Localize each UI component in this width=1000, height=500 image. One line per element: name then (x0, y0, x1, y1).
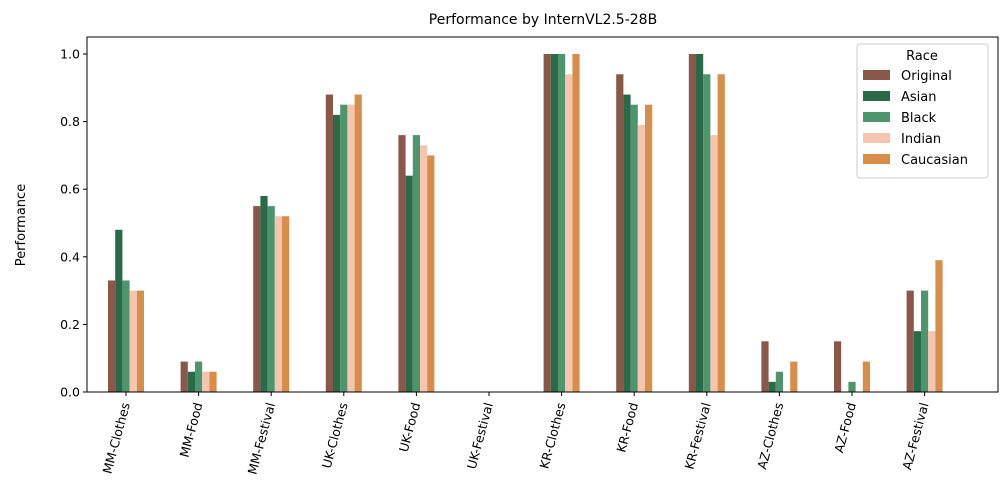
bar-asian-uk-food (405, 175, 413, 392)
y-axis-label: Performance (14, 184, 29, 266)
bar-original-az-festival (906, 290, 914, 392)
bar-caucasian-kr-festival (717, 74, 725, 392)
bar-caucasian-az-festival (935, 260, 943, 392)
x-tick-label: MM-Clothes (100, 401, 133, 475)
bar-asian-az-clothes (768, 381, 776, 392)
bar-black-uk-clothes (340, 104, 348, 392)
x-tick-label: KR-Festival (681, 401, 713, 471)
x-tick-label: MM-Festival (245, 401, 279, 476)
y-tick-label: 0.8 (60, 114, 80, 129)
bar-original-kr-food (616, 74, 624, 392)
bar-original-mm-food (180, 361, 188, 392)
y-tick-label: 1.0 (60, 47, 80, 62)
bar-indian-mm-festival (274, 216, 282, 392)
legend: Race Original Asian Black Indian Caucasian (856, 43, 989, 179)
legend-label-asian: Asian (901, 90, 936, 105)
bar-black-uk-food (412, 135, 420, 392)
bar-caucasian-uk-clothes (354, 94, 362, 392)
bar-indian-uk-clothes (347, 104, 355, 392)
y-tick-label: 0.0 (60, 385, 80, 400)
bar-original-az-clothes (761, 341, 769, 392)
bar-caucasian-kr-clothes (572, 54, 580, 392)
plot-frame (86, 36, 999, 393)
x-tick-label: UK-Clothes (319, 401, 351, 470)
bar-asian-kr-clothes (550, 54, 558, 392)
legend-title: Race (906, 49, 938, 64)
x-tick-label: KR-Food (613, 401, 641, 454)
bar-original-uk-food (398, 135, 406, 392)
bar-asian-mm-food (187, 371, 195, 392)
x-tick-label: KR-Clothes (536, 401, 568, 470)
y-tick-label: 0.6 (60, 182, 80, 197)
bar-caucasian-kr-food (645, 104, 653, 392)
legend-swatch-caucasian (863, 154, 890, 164)
legend-swatch-asian (863, 91, 890, 101)
y-axis: 0.0 0.2 0.4 0.6 0.8 1.0 (60, 47, 87, 400)
bar-asian-mm-festival (260, 195, 268, 392)
bar-asian-kr-food (623, 94, 631, 392)
bar-asian-uk-clothes (333, 114, 341, 392)
bar-black-az-food (848, 381, 856, 392)
bar-black-mm-festival (267, 206, 275, 392)
bar-original-mm-clothes (108, 280, 116, 392)
bar-indian-kr-festival (710, 135, 718, 392)
bar-original-az-food (834, 341, 842, 392)
legend-label-indian: Indian (901, 132, 941, 147)
bar-black-kr-food (630, 104, 638, 392)
x-tick-label: AZ-Festival (899, 401, 931, 472)
x-tick-label: AZ-Clothes (754, 401, 786, 471)
x-tick-label: UK-Food (396, 401, 424, 454)
legend-swatch-indian (863, 133, 890, 143)
x-axis: MM-Clothes MM-Food MM-Festival UK-Clothes UK… (100, 392, 931, 476)
chart-title: Performance by InternVL2.5-28B (429, 12, 657, 28)
bar-original-uk-clothes (325, 94, 333, 392)
bar-black-mm-clothes (122, 280, 130, 392)
bar-indian-kr-food (637, 124, 645, 392)
bar-original-kr-clothes (543, 54, 551, 392)
bar-black-kr-festival (703, 74, 711, 392)
bar-indian-mm-clothes (129, 290, 137, 392)
bar-indian-kr-clothes (565, 74, 573, 392)
bar-asian-mm-clothes (115, 229, 123, 392)
bar-indian-uk-food (420, 145, 428, 392)
bar-caucasian-mm-festival (282, 216, 290, 392)
bar-black-mm-food (195, 361, 203, 392)
x-tick-label: MM-Food (176, 401, 205, 459)
y-tick-label: 0.2 (60, 317, 80, 332)
legend-label-original: Original (901, 69, 952, 84)
bar-caucasian-az-clothes (790, 361, 798, 392)
bar-caucasian-mm-clothes (136, 290, 144, 392)
bar-original-mm-festival (253, 206, 261, 392)
legend-swatch-original (863, 70, 890, 80)
bar-black-kr-clothes (558, 54, 566, 392)
legend-swatch-black (863, 112, 890, 122)
y-tick-label: 0.4 (60, 249, 80, 264)
bar-black-az-festival (921, 290, 929, 392)
bar-asian-kr-festival (696, 54, 704, 392)
x-tick-label: UK-Festival (464, 401, 496, 471)
bar-caucasian-mm-food (209, 371, 217, 392)
bar-black-az-clothes (775, 371, 783, 392)
bar-asian-az-festival (913, 331, 921, 392)
bar-original-kr-festival (688, 54, 696, 392)
bars-group (108, 54, 943, 392)
x-tick-label: AZ-Food (831, 401, 859, 455)
bar-caucasian-az-food (862, 361, 870, 392)
bar-indian-mm-food (202, 371, 210, 392)
bar-indian-az-festival (928, 331, 936, 392)
legend-label-caucasian: Caucasian (901, 153, 968, 168)
legend-label-black: Black (901, 111, 937, 126)
bar-caucasian-uk-food (427, 155, 435, 392)
